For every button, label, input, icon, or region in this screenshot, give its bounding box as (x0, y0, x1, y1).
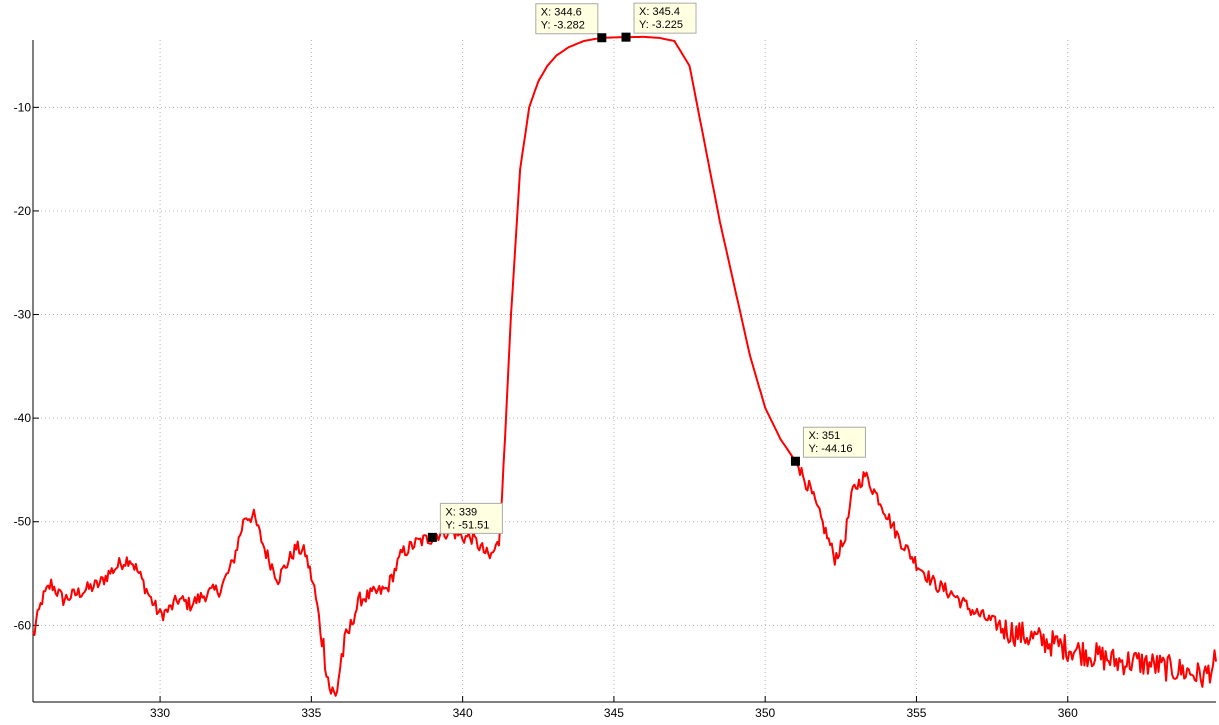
data-tip-x-label: X: 345.4 (639, 6, 680, 18)
data-tip-y-label: Y: -51.51 (445, 519, 489, 531)
data-tip-x-label: X: 339 (445, 506, 477, 518)
y-tick-label: -50 (14, 515, 32, 529)
data-tip[interactable]: X: 344.6Y: -3.282 (535, 3, 607, 43)
x-tick-label: 350 (755, 706, 775, 720)
y-tick-label: -20 (14, 204, 32, 218)
x-tick-label: 355 (906, 706, 926, 720)
tick-labels: 330 335 340 345 350 355 360 -10 -20 -30 -40 -50 -60 (14, 100, 1078, 720)
data-tip-box (535, 3, 599, 35)
data-tip-y-label: Y: -3.282 (541, 20, 585, 32)
axes (32, 40, 1216, 703)
grid-lines (33, 40, 1216, 702)
data-tip-marker[interactable] (621, 32, 631, 42)
data-tip[interactable]: X: 345.4Y: -3.225 (621, 2, 697, 42)
y-tick-label: -40 (14, 411, 32, 425)
data-tip-x-label: X: 351 (808, 430, 840, 442)
data-tip-y-label: Y: -3.225 (639, 19, 683, 31)
x-tick-label: 345 (604, 706, 624, 720)
x-tick-label: 360 (1058, 706, 1078, 720)
data-tip-marker[interactable] (427, 532, 437, 542)
y-tick-label: -30 (14, 308, 32, 322)
series-line (32, 35, 1217, 697)
y-tick-label: -10 (14, 100, 32, 114)
data-tip-marker[interactable] (790, 456, 800, 466)
x-tick-label: 340 (453, 706, 473, 720)
data-tip-box (802, 426, 866, 458)
data-tip-x-label: X: 344.6 (541, 7, 582, 19)
data-tip-box (439, 502, 503, 534)
y-tick-label: -60 (14, 618, 32, 632)
data-tips: X: 344.6Y: -3.282 X: 345.4Y: -3.225 X: 351… (427, 2, 866, 542)
series-layer (32, 35, 1217, 697)
data-tip-marker[interactable] (597, 33, 607, 43)
data-tip-y-label: Y: -44.16 (808, 443, 852, 455)
data-tip-box (633, 2, 697, 34)
x-tick-label: 330 (150, 706, 170, 720)
x-tick-label: 335 (301, 706, 321, 720)
